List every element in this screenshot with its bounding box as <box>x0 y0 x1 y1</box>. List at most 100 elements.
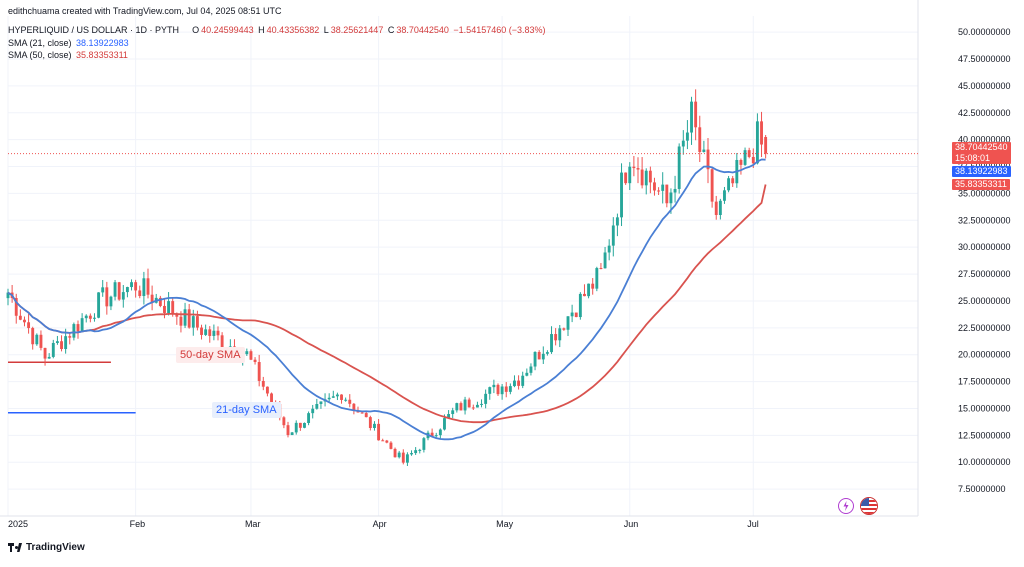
candle-body <box>311 408 315 414</box>
tradingview-footer[interactable]: TradingView <box>8 542 85 553</box>
candle-body <box>706 149 710 170</box>
candle-body <box>191 316 195 328</box>
x-tick-label: May <box>496 519 514 529</box>
candle-body <box>611 225 615 246</box>
candle-body <box>270 393 273 403</box>
us-flag-icon[interactable] <box>860 497 878 515</box>
candle-body <box>521 375 525 386</box>
candle-body <box>389 442 393 449</box>
candle-body <box>574 312 578 318</box>
candle-body <box>587 283 591 297</box>
close-value: 38.70442540 <box>396 25 449 35</box>
candle-body <box>714 201 718 216</box>
sma50-legend[interactable]: SMA (50, close) 35.83353311 <box>8 50 128 60</box>
candle-body <box>620 172 623 218</box>
candle-body <box>739 159 743 165</box>
candle-body <box>632 166 636 169</box>
candle-body <box>14 298 18 316</box>
candle-body <box>591 283 595 289</box>
y-tick-label: 27.50000000 <box>958 269 1011 279</box>
candle-body <box>121 292 125 300</box>
sma21-price-pill: 38.13922983 <box>952 166 1011 177</box>
tradingview-brand: TradingView <box>26 542 85 553</box>
candle-body <box>545 352 549 354</box>
candle-body <box>377 423 381 441</box>
candle-body <box>492 384 496 388</box>
sma21-annotation: 21-day SMA <box>212 402 281 418</box>
candle-body <box>410 453 413 455</box>
candle-body <box>496 384 500 395</box>
candle-body <box>644 170 648 186</box>
candle-body <box>685 132 689 141</box>
candle-body <box>677 146 681 189</box>
candle-body <box>393 448 397 458</box>
candle-body <box>167 301 171 313</box>
candle-body <box>18 315 22 320</box>
candle-body <box>286 425 290 436</box>
sma50-annotation: 50-day SMA <box>176 347 245 363</box>
candle-body <box>648 170 652 183</box>
candle-body <box>340 394 343 400</box>
candle-body <box>698 127 702 152</box>
candle-body <box>47 356 51 359</box>
candle-body <box>352 403 356 411</box>
candle-body <box>743 150 747 165</box>
candle-body <box>245 351 249 355</box>
candle-body <box>105 287 109 307</box>
candle-body <box>220 335 224 349</box>
candle-body <box>68 336 72 338</box>
candle-body <box>6 292 10 299</box>
candle-body <box>624 172 628 184</box>
candle-body <box>261 380 265 387</box>
candle-body <box>93 317 96 319</box>
candle-body <box>471 407 475 409</box>
candle-body <box>348 399 352 404</box>
y-tick-label: 30.00000000 <box>958 242 1011 252</box>
candle-body <box>484 393 488 404</box>
candle-body <box>636 168 640 170</box>
candle-body <box>27 322 31 329</box>
y-tick-label: 20.00000000 <box>958 350 1011 360</box>
candle-body <box>64 336 68 350</box>
candle-body <box>113 282 117 297</box>
candle-body <box>603 252 607 269</box>
candle-body <box>504 386 508 392</box>
candle-body <box>257 362 261 381</box>
candle-body <box>723 190 726 201</box>
candle-body <box>175 313 179 317</box>
y-tick-label: 22.50000000 <box>958 323 1011 333</box>
candle-body <box>578 293 582 318</box>
x-tick-label: Jun <box>624 519 639 529</box>
candle-body <box>282 417 286 426</box>
candle-body <box>80 318 84 332</box>
candle-body <box>290 432 294 436</box>
high-value: 40.43356382 <box>266 25 320 35</box>
chart-credit: edithchuama created with TradingView.com… <box>8 6 282 16</box>
candle-body <box>208 329 212 336</box>
x-tick-label: Apr <box>373 519 387 529</box>
candle-body <box>315 404 319 409</box>
candle-body <box>533 351 537 367</box>
candle-body <box>731 178 735 184</box>
lightning-icon[interactable] <box>838 498 854 514</box>
candle-body <box>331 396 335 398</box>
candle-body <box>31 328 35 345</box>
candle-body <box>55 341 59 343</box>
candle-body <box>430 432 434 437</box>
symbol-title[interactable]: HYPERLIQUID / US DOLLAR · 1D · PYTH <box>8 25 180 35</box>
candle-body <box>327 397 331 400</box>
candle-body <box>607 245 611 253</box>
candle-body <box>76 324 80 332</box>
candle-body <box>554 334 558 341</box>
sma21-legend[interactable]: SMA (21, close) 38.13922983 <box>8 38 129 48</box>
candle-body <box>681 140 685 147</box>
candle-body <box>101 287 105 293</box>
candle-body <box>298 422 302 428</box>
candle-body <box>204 329 208 335</box>
y-tick-label: 32.50000000 <box>958 215 1011 225</box>
candle-body <box>373 423 376 429</box>
candle-body <box>187 309 191 328</box>
ohlc-row: HYPERLIQUID / US DOLLAR · 1D · PYTH O 40.… <box>8 25 546 35</box>
